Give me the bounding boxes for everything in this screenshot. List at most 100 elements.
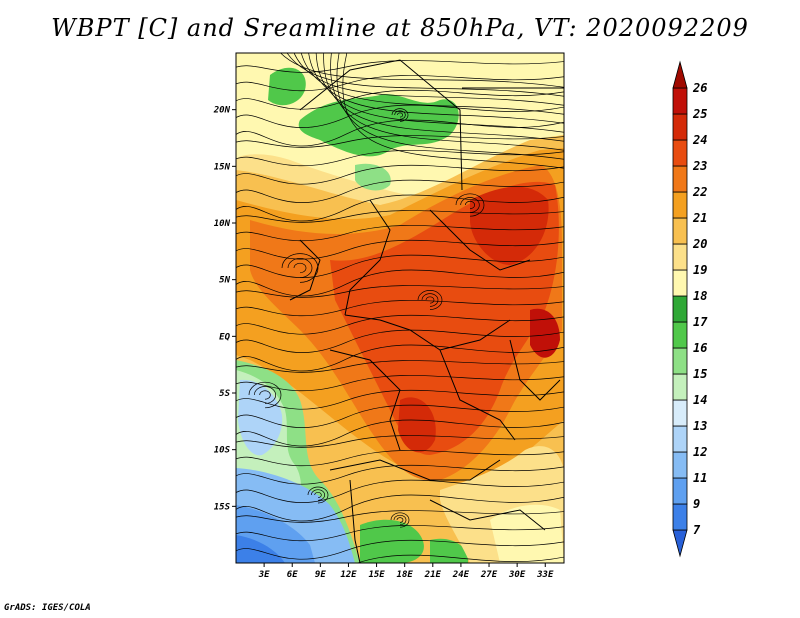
streamline <box>236 225 564 242</box>
streamline <box>236 60 564 73</box>
streamline <box>396 517 404 523</box>
field-deepest-blue-sw <box>236 535 285 563</box>
streamline <box>336 53 564 160</box>
colorbar-swatch <box>672 87 688 115</box>
streamline <box>308 53 564 124</box>
streamline <box>236 104 564 128</box>
latitude-axis: 20N 15N 10N 5N EQ 5S 10S 15S <box>213 106 236 512</box>
streamline <box>236 360 564 373</box>
lon-tick-label: 33E <box>536 570 554 580</box>
streamline <box>460 197 480 213</box>
streamline <box>286 53 564 97</box>
border-6 <box>329 349 401 451</box>
colorbar-swatch <box>672 477 688 505</box>
colorbar: 7 9 11 12 13 14 15 16 17 18 19 20 21 22 23 24 25 26 <box>672 60 708 558</box>
colorbar-label: 7 <box>693 523 701 537</box>
colorbar-swatch <box>672 321 688 349</box>
streamline <box>236 375 564 392</box>
streamline <box>281 253 319 283</box>
streamline <box>287 258 313 278</box>
streamline <box>393 514 407 526</box>
streamline <box>259 390 271 400</box>
field-green-south-1 <box>360 519 424 563</box>
streamline <box>310 489 326 501</box>
streamline <box>236 210 564 223</box>
colorbar-label: 11 <box>693 471 707 485</box>
colorbar-label: 24 <box>692 133 707 147</box>
colorbar-swatch <box>672 139 688 167</box>
border-7 <box>439 349 516 441</box>
streamline <box>236 450 564 467</box>
streamline <box>464 200 475 210</box>
streamline <box>236 404 564 428</box>
streamline <box>236 164 564 185</box>
lon-tick-label: 15E <box>368 570 385 580</box>
field-deep-red-2 <box>398 397 436 453</box>
colorbar-label: 17 <box>693 315 708 329</box>
streamline <box>425 296 435 304</box>
field-green-south-2 <box>430 538 469 563</box>
colorbar-label: 13 <box>693 419 707 433</box>
lon-tick-label: 12E <box>340 570 357 580</box>
colorbar-swatch <box>672 113 688 141</box>
streamline <box>391 108 409 122</box>
lon-tick-label: 18E <box>397 570 414 580</box>
lon-tick-label: 3E <box>258 570 270 580</box>
streamline <box>236 464 564 485</box>
border-1 <box>299 59 463 191</box>
border-5 <box>344 314 511 351</box>
streamline <box>236 285 564 298</box>
border-3 <box>344 199 391 316</box>
lat-tick-label: 5S <box>219 389 230 399</box>
streamline <box>356 554 564 563</box>
streamline <box>280 53 564 88</box>
colorbar-max-triangle <box>672 60 688 89</box>
map-title: WBPT [C] and Sreamline at 850hPa, VT: 20… <box>51 14 749 42</box>
country-borders <box>289 59 564 563</box>
wbpt-field <box>236 53 564 563</box>
streamline <box>342 53 564 169</box>
border-10 <box>429 499 546 531</box>
streamline <box>417 290 443 310</box>
longitude-axis: 3E 6E 9E 12E 15E 18E 21E 24E 27E 30E 33E <box>258 563 554 580</box>
streamline <box>236 344 564 372</box>
streamline <box>236 150 564 167</box>
colorbar-swatch <box>672 503 688 531</box>
colorbar-swatch <box>672 243 688 271</box>
colorbar-min-triangle <box>672 529 688 558</box>
lat-tick-label: EQ <box>219 332 230 342</box>
streamline <box>394 110 406 120</box>
streamline <box>293 53 564 106</box>
map-frame <box>235 52 565 564</box>
streamline <box>248 381 282 409</box>
field-pale-yellow-se <box>490 504 564 563</box>
colorbar-label: 23 <box>692 159 707 173</box>
colorbar-label: 25 <box>692 107 707 121</box>
lon-tick-label: 24E <box>452 570 470 580</box>
lon-tick-label: 30E <box>508 570 526 580</box>
lon-tick-label: 27E <box>480 570 498 580</box>
colorbar-swatch <box>672 451 688 479</box>
streamline <box>330 53 564 151</box>
border-12 <box>289 239 321 301</box>
streamline <box>396 112 403 118</box>
streamline <box>323 53 564 142</box>
streamline <box>293 262 307 274</box>
streamline <box>236 435 564 448</box>
colorbar-swatch <box>672 217 688 245</box>
lon-tick-label: 9E <box>315 570 326 580</box>
lon-tick-label: 6E <box>287 570 298 580</box>
colorbar-label: 20 <box>692 237 707 251</box>
streamline <box>236 314 564 335</box>
colorbar-swatch <box>672 165 688 193</box>
border-9 <box>349 479 361 563</box>
lon-tick-label: 21E <box>424 570 442 580</box>
streamline <box>307 486 329 504</box>
streamline <box>236 419 564 447</box>
lat-tick-label: 15S <box>214 502 231 512</box>
colorbar-swatch <box>672 347 688 375</box>
streamline <box>236 494 564 522</box>
streamline <box>236 239 564 260</box>
streamline <box>301 53 564 115</box>
grads-credit: GrADS: IGES/COLA <box>4 603 91 613</box>
